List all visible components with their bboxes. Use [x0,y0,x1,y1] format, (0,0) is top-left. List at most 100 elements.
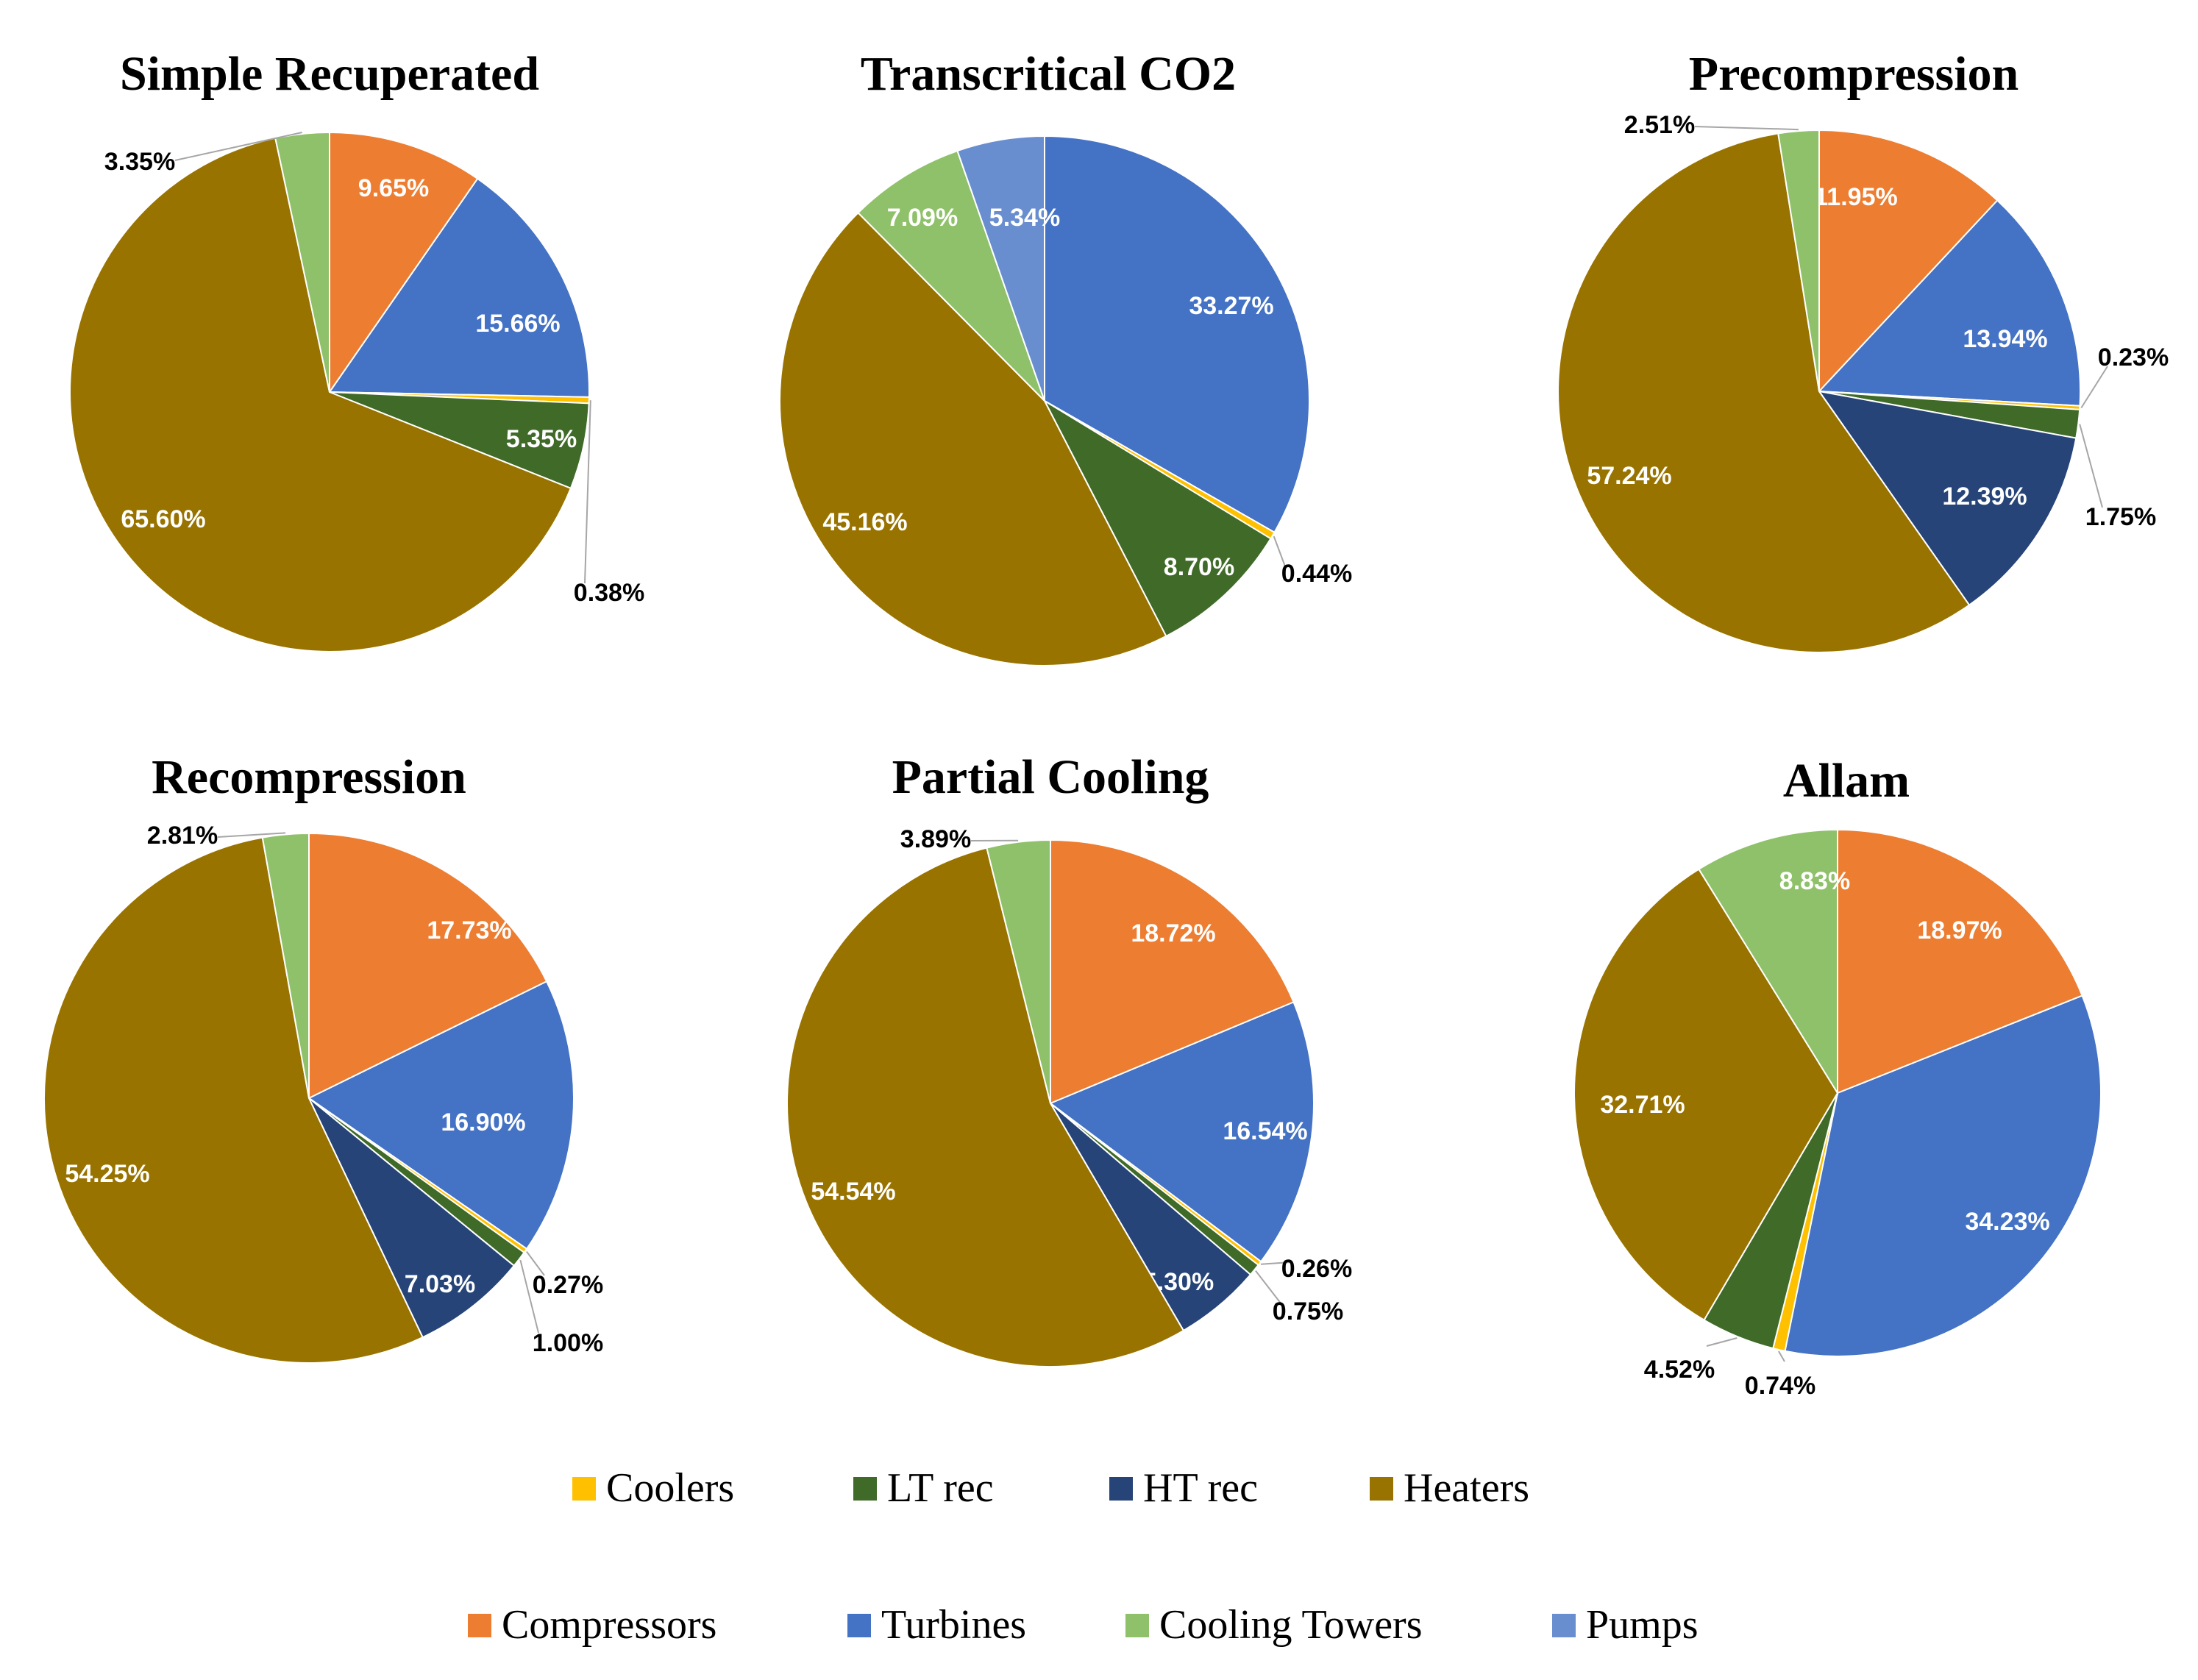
slice-cooling-towers [857,149,1045,402]
leader-line [1273,535,1286,567]
leader-line [1694,126,1799,131]
slice-turbines [328,177,590,398]
pie-transcritical-co2: Transcritical CO2 33.27% 0.44% 8.70% 45.16% 7… [778,47,1352,667]
slice-heaters [69,137,572,652]
legend-item-lt-rec: LT rec [853,1465,994,1511]
data-label-heaters: 65.60% [121,505,205,533]
leader-line [1706,1337,1738,1347]
data-label-coolers: 0.44% [1281,560,1352,588]
data-label-turbines: 33.27% [1189,292,1273,320]
data-label-cooling-towers: 8.83% [1779,867,1850,895]
data-label-lt-rec: 8.70% [1164,553,1234,581]
leader-line [1778,1350,1785,1362]
legend-swatch [1125,1614,1149,1637]
leader-line [1255,1270,1282,1305]
slice-compressors [1050,839,1295,1105]
data-label-turbines: 34.23% [1965,1208,2049,1236]
data-label-lt-rec: 4.52% [1644,1356,1715,1384]
pie-partial-cooling: Partial Cooling18.72%16.54%0.26%0.75%5.3… [786,750,1352,1368]
legend-label: HT rec [1143,1465,1258,1511]
slice-cooling-towers [986,839,1051,1104]
data-label-cooling-towers: 3.89% [900,825,971,853]
data-label-cooling-towers: 2.51% [1624,111,1695,139]
pie-simple-recuperated: Simple Recuperated 9.65% 15.66% 0.38% 5.35% 6… [69,47,644,652]
data-label-lt-rec: 1.00% [533,1329,603,1357]
data-label-turbines: 13.94% [1963,325,2047,353]
slice-heaters [1557,132,1971,653]
legend-item-cooling-towers: Cooling Towers [1125,1602,1423,1648]
leader-line [526,1250,545,1276]
slice-ht-rec [1817,390,2077,606]
data-label-compressors: 11.95% [1814,183,1897,211]
slice-turbines [1049,1001,1315,1263]
data-label-heaters: 57.24% [1587,462,1671,490]
leader-line [174,132,302,161]
legend-label: LT rec [887,1465,994,1511]
legend-swatch [1552,1614,1576,1637]
pie-title: Allam [1783,754,1910,808]
slice-compressors [1837,828,2083,1095]
legend-swatch [847,1614,871,1637]
slice-lt-rec [1042,399,1272,638]
data-label-lt-rec: 5.35% [506,425,577,453]
legend-label: Turbines [881,1602,1026,1648]
data-label-ht-rec: 12.39% [1942,483,2027,510]
slice-compressors [308,832,548,1100]
data-label-lt-rec: 1.75% [2085,503,2156,531]
data-label-heaters: 54.25% [65,1160,149,1188]
slice-cooling-towers [1698,828,1838,1096]
leader-line [2079,424,2103,508]
data-label-compressors: 9.65% [358,174,429,202]
legend-label: Heaters [1404,1465,1529,1511]
data-label-heaters: 45.16% [822,508,907,536]
data-label-coolers: 0.74% [1745,1372,1815,1400]
data-label-coolers: 0.23% [2098,344,2169,371]
legend-swatch [572,1477,596,1501]
data-label-heaters: 32.71% [1600,1091,1685,1119]
leader-line [2080,366,2108,409]
data-label-coolers: 0.27% [533,1271,603,1299]
slice-heaters [43,836,424,1364]
leader-line [519,1259,539,1334]
pie-title: Simple Recuperated [120,47,539,101]
pie-title: Transcritical CO2 [861,47,1236,101]
legend-swatch [1370,1477,1393,1501]
slice-compressors [329,131,479,395]
data-label-pumps: 5.34% [989,204,1060,232]
legend-swatch [853,1477,877,1501]
slice-ht-rec [308,1097,516,1339]
data-label-turbines: 16.54% [1223,1117,1307,1145]
legend-item-pumps: Pumps [1552,1602,1699,1648]
pie-recompression: Recompression 17.73% 16.90% 0.27% 1.00% 7.03%… [43,750,603,1364]
pie-title: Partial Cooling [892,750,1209,804]
legend-swatch [1109,1477,1133,1501]
data-label-lt-rec: 0.75% [1273,1298,1343,1325]
pie-title: Recompression [152,750,466,804]
slice-heaters [1573,868,1839,1321]
pie-title: Precompression [1689,47,2019,101]
data-label-turbines: 15.66% [475,310,560,338]
slice-turbines [1784,994,2102,1357]
leader-line [1260,1261,1292,1265]
data-label-coolers: 0.26% [1281,1255,1352,1283]
leader-line [217,832,286,838]
legend-label: Coolers [606,1465,734,1511]
legend-item-compressors: Compressors [468,1602,716,1648]
data-label-cooling-towers: 2.81% [147,822,218,850]
legend-item-coolers: Coolers [572,1465,734,1511]
data-label-heaters: 54.54% [811,1178,895,1206]
data-label-compressors: 17.73% [427,916,511,944]
pie-allam: Allam 18.97% 34.23% 0.74% 4.52% 32.71% 8.83% [1573,754,2102,1400]
slice-heaters [786,847,1185,1368]
legend-item-turbines: Turbines [847,1602,1026,1648]
data-label-cooling-towers: 3.35% [104,148,175,176]
slice-compressors [1818,129,1999,394]
legend-label: Pumps [1586,1602,1699,1648]
slice-turbines [1817,199,2081,407]
slice-pumps [956,135,1045,402]
data-label-ht-rec: 7.03% [405,1270,475,1298]
legend-label: Cooling Towers [1159,1602,1423,1648]
slice-cooling-towers [1777,129,1820,392]
legend-label: Compressors [502,1602,716,1648]
